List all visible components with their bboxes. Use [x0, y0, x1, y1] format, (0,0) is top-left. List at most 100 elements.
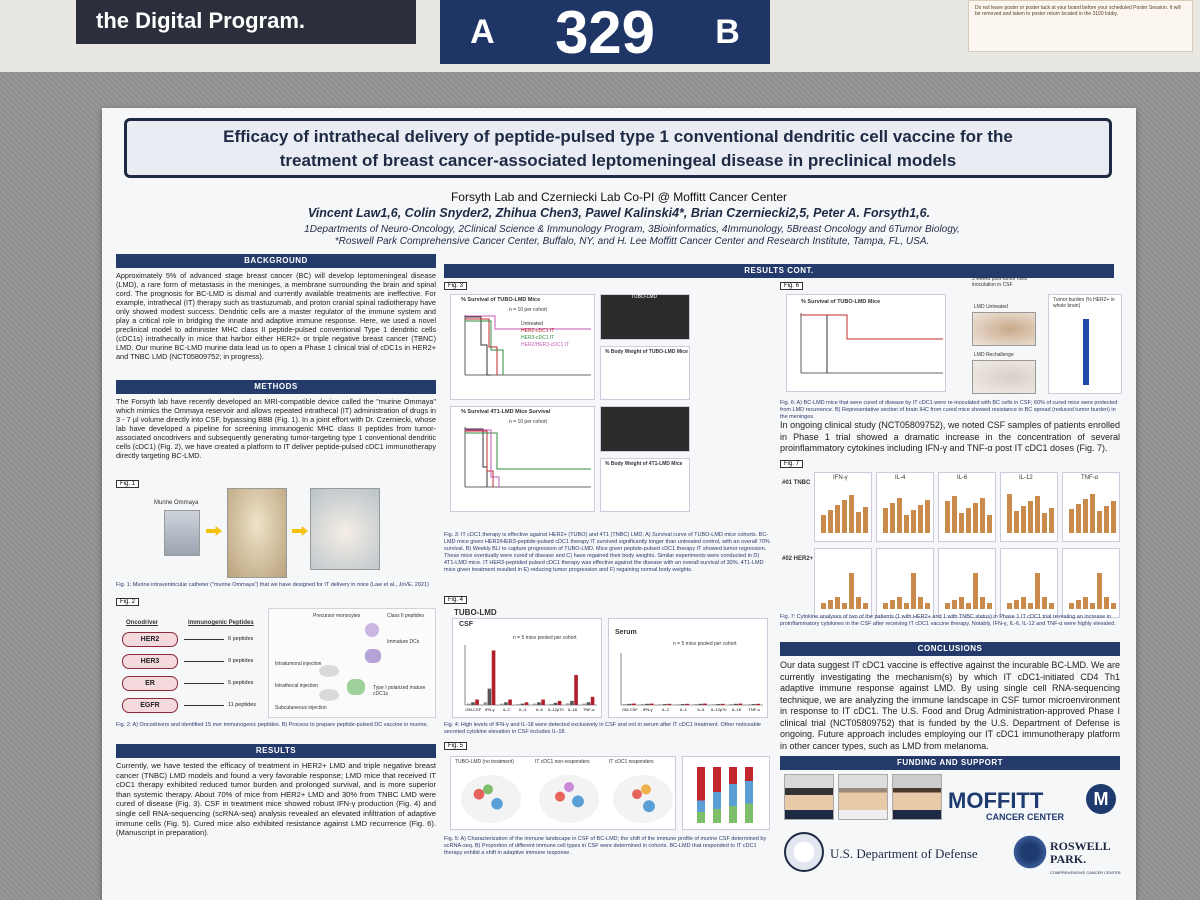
- tick-label: IL-2: [503, 707, 511, 712]
- fig7-bar: [1083, 499, 1088, 533]
- fig4-serum-n: n = 5 mice pooled per cohort: [673, 641, 737, 647]
- fig7-bar: [925, 500, 930, 533]
- fig7-bar: [890, 600, 895, 609]
- fig3c-body-weight: % Body Weight of TUBO-LMD Mice: [600, 346, 690, 400]
- subcutaneous-injection-label: Subcutaneous injection: [275, 705, 327, 711]
- fig3d-n: n = 10 per cohort: [509, 419, 547, 425]
- bar-TNF-α-LMD + cDC1 IT: [756, 703, 761, 705]
- fig7-col-label: IL-6: [957, 475, 968, 481]
- fig5-caption: Fig. 5: A) Characterization of the immun…: [444, 836, 767, 856]
- program-banner: the Digital Program.: [76, 0, 416, 44]
- tick-label: IL-18: [568, 707, 578, 712]
- affiliation-2: *Roswell Park Comprehensive Cancer Cente…: [334, 236, 930, 247]
- fig2-caption: Fig. 2: A) Oncodrivers and identified 15…: [116, 722, 429, 728]
- fig7-panel-IL-6-0: IL-6: [938, 472, 996, 542]
- fig6-label: Fig. 6: [780, 282, 804, 290]
- bar-IL-2-LMD + cDC1 IT: [667, 703, 672, 705]
- roswell-burst-icon: [1012, 832, 1048, 872]
- mature-dc-icon: [347, 679, 365, 695]
- fig7-bar: [1035, 496, 1040, 533]
- fig3b-bli-images: TUBO-LMD: [600, 294, 690, 340]
- bar-IFN-γ-Healthy: [640, 704, 645, 705]
- oncodriver-her2: HER2: [122, 632, 178, 647]
- fig6b-inset-label: 3 weeks post-tumor cells inoculation in …: [972, 276, 1028, 288]
- bar-IL-18-Healthy: [729, 704, 734, 705]
- fig7-bar: [918, 505, 923, 533]
- fig7-bar: [1049, 508, 1054, 533]
- fig3b-title: TUBO-LMD: [631, 294, 658, 300]
- fig7-bar: [835, 597, 840, 609]
- fig3a-curves: [464, 315, 591, 376]
- fig7-bar: [1028, 501, 1033, 533]
- fig6a-curves: [800, 313, 943, 374]
- fig7-bar: [952, 600, 957, 609]
- fig7-bar: [890, 503, 895, 533]
- bar-IL-6-LMD + cDC1 IT: [541, 699, 545, 705]
- fig7-bar: [980, 597, 985, 609]
- arrow-icon: [184, 661, 224, 662]
- tick-label: IL-4: [680, 707, 688, 712]
- tick-label: IL-12p70: [711, 707, 728, 712]
- arrow-right-icon: [206, 526, 222, 536]
- fig7-bar: [980, 498, 985, 533]
- fig7-bar: [952, 496, 957, 533]
- fig7-panel-IL-12-0: IL-12: [1000, 472, 1058, 542]
- fig3a-legend-untreated: Untreated: [521, 321, 543, 327]
- fig7-bar: [1042, 597, 1047, 609]
- brain-ihc-untreated: [972, 312, 1036, 346]
- fig6a-survival-rechallenge: % Survival of TUBO-LMD Mice: [786, 294, 946, 392]
- fig7-bar: [1076, 504, 1081, 533]
- fig7-bar: [1021, 506, 1026, 533]
- stacked-bar: [713, 767, 721, 823]
- author-photo: [892, 774, 942, 820]
- tumor-burden-bar: [1083, 319, 1089, 385]
- stacked-bar: [729, 767, 737, 823]
- fig7-bar: [1069, 509, 1074, 533]
- fig7-row-her2: #02 HER2+: [782, 556, 814, 562]
- fig4-serum-chart: Serum n = 5 mice pooled per cohort GM-CS…: [608, 618, 768, 718]
- ommaya-device-image: [164, 510, 200, 556]
- fig3a-survival-tubo: % Survival of TUBO-LMD Mice n = 10 per c…: [450, 294, 595, 400]
- fig3a-legend-her2: HER2-cDC1 IT: [521, 328, 555, 334]
- author-photo: [784, 774, 834, 820]
- tick-label: IFN-γ: [485, 707, 495, 712]
- fig4-csf-n: n = 5 mice pooled per cohort: [513, 635, 577, 641]
- fig7-bar: [1090, 494, 1095, 533]
- bar-GM-CSF-Healthy: [623, 704, 627, 705]
- fig7-bar: [1028, 603, 1033, 609]
- fig5a-panel-untreated: TUBO-LMD (no treatment): [455, 759, 514, 765]
- fig7-bar: [987, 515, 992, 533]
- fig7-bar: [1007, 494, 1012, 533]
- stacked-bar: [745, 767, 753, 823]
- authors-line: Vincent Law1,6, Colin Snyder2, Zhihua Ch…: [307, 206, 931, 220]
- fig4-caption: Fig. 4: High levels of IFN-γ and IL-18 w…: [444, 722, 761, 735]
- bar-GM-CSF-LMD: [471, 702, 475, 705]
- fig7-panel-IFN-γ-1: [814, 548, 872, 618]
- fig5a-umap-panels: TUBO-LMD (no treatment) IT cDC1 non-resp…: [450, 756, 676, 830]
- immature-dcs-label: Immature DCs: [387, 639, 420, 645]
- poster: Efficacy of intrathecal delivery of pept…: [102, 108, 1136, 900]
- bar-IL-18-LMD + cDC1 IT: [738, 703, 743, 705]
- fig7-bar: [1021, 597, 1026, 609]
- fig2b-dc-workflow: Precursor monocytes Class II peptides Im…: [268, 608, 436, 718]
- fig5a-panel-nonresponders: IT cDC1 non-responders: [535, 759, 590, 765]
- arrow-icon: [184, 639, 224, 640]
- fig4-serum-title: Serum: [615, 629, 637, 636]
- mouse-icon: [319, 689, 339, 701]
- fig1-caption: Fig. 1: Murine intraventricular catheter…: [116, 582, 429, 588]
- umap-scatter-icon: [613, 775, 673, 823]
- moffitt-logo: MOFFITT: [948, 788, 1044, 813]
- bar-IL-2-LMD: [662, 704, 667, 705]
- dod-seal-icon: [784, 832, 824, 872]
- fig5a-panel-responders: IT cDC1 responders: [609, 759, 654, 765]
- bar-GM-CSF-LMD + cDC1 IT: [475, 699, 479, 705]
- clinical-text: In ongoing clinical study (NCT05809752),…: [780, 420, 1120, 453]
- bar-IL-6-Healthy: [694, 704, 698, 705]
- bar-IL-6-Healthy: [533, 703, 537, 705]
- bar-IL-6-LMD + cDC1 IT: [702, 703, 707, 705]
- fig7-bar: [842, 603, 847, 609]
- fig7-label: Fig. 7: [780, 460, 804, 468]
- bar-IL-18-LMD + cDC1 IT: [574, 675, 578, 705]
- fig7-bar: [1076, 600, 1081, 609]
- peptide-count-er: 5 peptides: [228, 680, 254, 686]
